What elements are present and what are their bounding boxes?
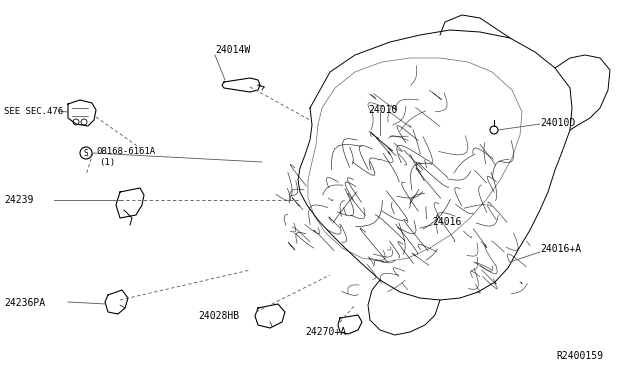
Text: 24236PA: 24236PA xyxy=(4,298,45,308)
Text: 24239: 24239 xyxy=(4,195,33,205)
Text: 24016: 24016 xyxy=(432,217,461,227)
Text: 24270+A: 24270+A xyxy=(305,327,346,337)
Text: 24010D: 24010D xyxy=(540,118,575,128)
Text: 24016+A: 24016+A xyxy=(540,244,581,254)
Text: 24010: 24010 xyxy=(368,105,397,115)
Text: R2400159: R2400159 xyxy=(556,351,603,361)
Text: 24028HB: 24028HB xyxy=(198,311,239,321)
Text: 24014W: 24014W xyxy=(215,45,250,55)
Text: 08168-6161A: 08168-6161A xyxy=(96,148,155,157)
Text: S: S xyxy=(84,148,88,157)
Text: (1): (1) xyxy=(99,158,115,167)
Text: SEE SEC.476: SEE SEC.476 xyxy=(4,106,63,115)
